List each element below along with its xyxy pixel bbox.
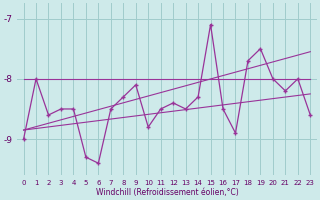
X-axis label: Windchill (Refroidissement éolien,°C): Windchill (Refroidissement éolien,°C) [96, 188, 238, 197]
